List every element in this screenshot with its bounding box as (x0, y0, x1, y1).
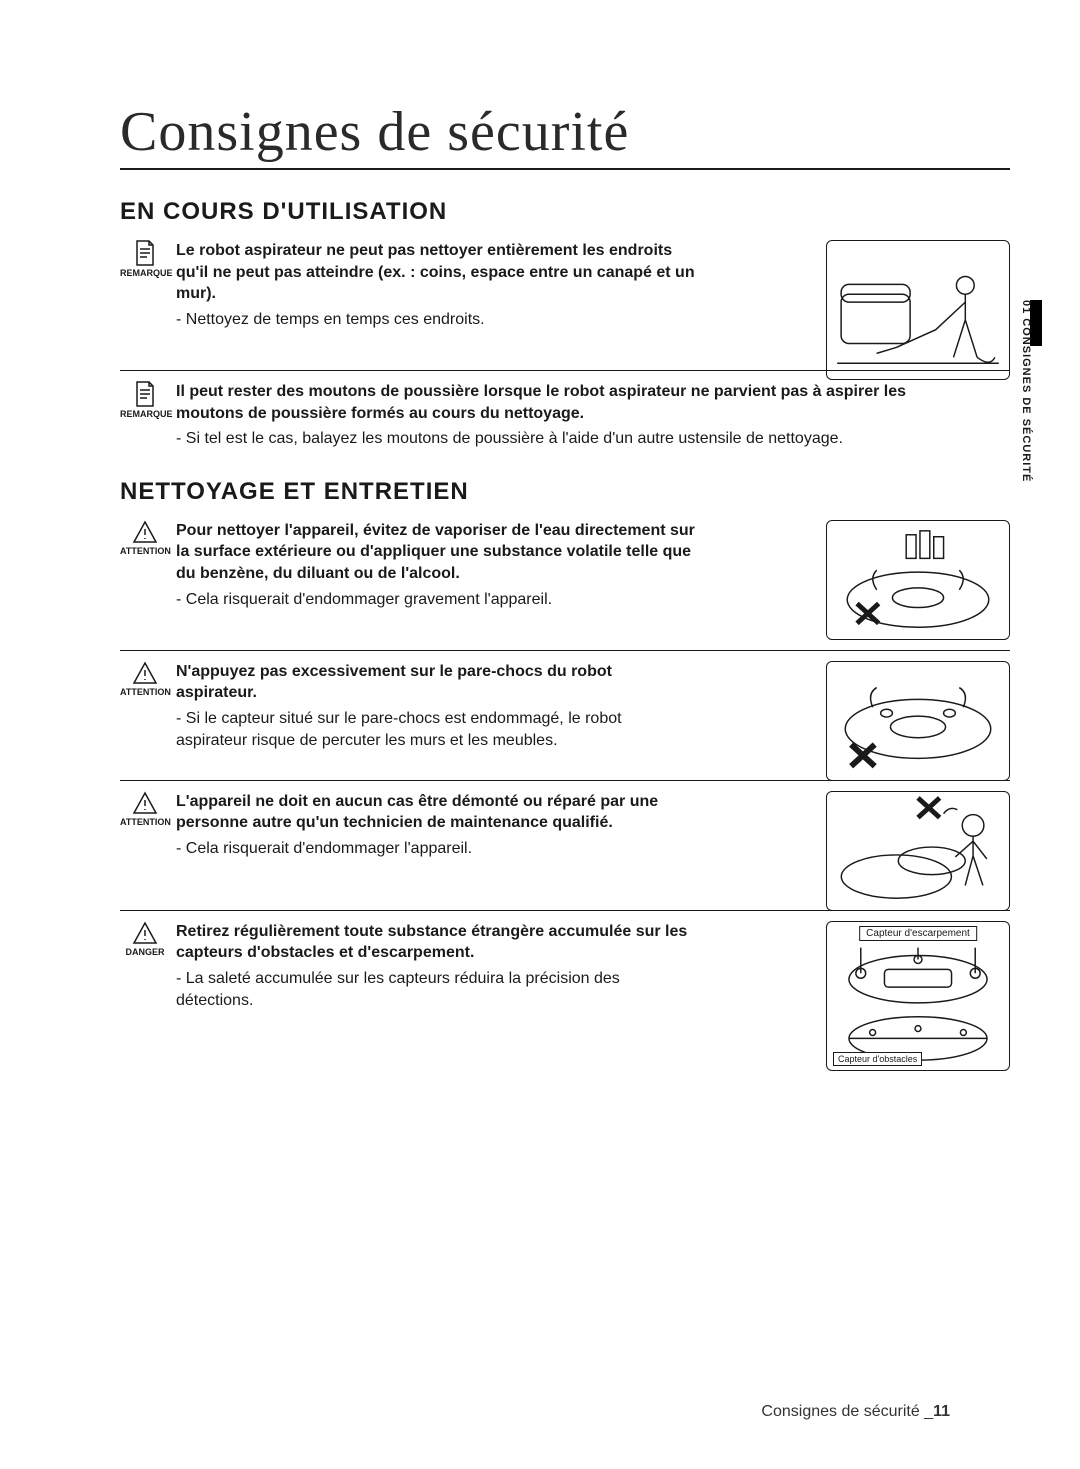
illus-label-cliff-sensor: Capteur d'escarpement (859, 926, 977, 941)
icon-col: REMARQUE (120, 381, 170, 419)
entry-usage-1: REMARQUE Il peut rester des moutons de p… (120, 370, 1010, 450)
entry-body: N'appuyez pas excessivement sur le pare-… (176, 661, 696, 751)
entry-text: Cela risquerait d'endommager l'appareil. (176, 838, 696, 860)
illustration-no-disassemble (826, 791, 1010, 911)
section-heading-maintenance: NETTOYAGE ET ENTRETIEN (120, 478, 1010, 506)
entry-title: N'appuyez pas excessivement sur le pare-… (176, 661, 696, 704)
icon-col: REMARQUE (120, 240, 170, 278)
danger-icon (132, 921, 158, 945)
side-tab-text: 01 CONSIGNES DE SÉCURITÉ (1020, 300, 1032, 482)
side-tab: 01 CONSIGNES DE SÉCURITÉ (1020, 300, 1042, 570)
illustration-no-spray (826, 520, 1010, 640)
entry-body: Retirez régulièrement toute substance ét… (176, 921, 696, 1011)
icon-label: DANGER (125, 947, 164, 957)
caution-icon (132, 791, 158, 815)
icon-col: DANGER (120, 921, 170, 957)
caution-icon (132, 661, 158, 685)
icon-label: ATTENTION (120, 546, 171, 556)
entry-text: Cela risquerait d'endommager gravement l… (176, 589, 696, 611)
entry-usage-0: REMARQUE Le robot aspirateur ne peut pas… (120, 240, 1010, 350)
entry-maint-3: DANGER Retirez régulièrement toute subst… (120, 910, 1010, 1060)
entry-title: Pour nettoyer l'appareil, évitez de vapo… (176, 520, 696, 585)
entry-body: Il peut rester des moutons de poussière … (176, 381, 916, 450)
entry-text: Si tel est le cas, balayez les moutons d… (176, 428, 916, 450)
illus-label-obstacle-sensor: Capteur d'obstacles (833, 1052, 922, 1066)
entry-title: L'appareil ne doit en aucun cas être dém… (176, 791, 696, 834)
icon-label: REMARQUE (120, 268, 173, 278)
icon-col: ATTENTION (120, 661, 170, 697)
icon-label: ATTENTION (120, 817, 171, 827)
section-heading-usage: EN COURS D'UTILISATION (120, 198, 1010, 226)
entry-text: Nettoyez de temps en temps ces endroits. (176, 309, 696, 331)
illustration-no-press (826, 661, 1010, 781)
illustration-manual-vacuum (826, 240, 1010, 380)
entry-title: Il peut rester des moutons de poussière … (176, 381, 916, 424)
icon-col: ATTENTION (120, 791, 170, 827)
footer-text: Consignes de sécurité _ (761, 1403, 933, 1420)
footer-page-number: 11 (933, 1403, 950, 1420)
illustration-sensors: Capteur d'escarpement Capteur d'obstacle… (826, 921, 1010, 1071)
entry-title: Le robot aspirateur ne peut pas nettoyer… (176, 240, 696, 305)
page-footer: Consignes de sécurité _11 (761, 1403, 950, 1421)
icon-label: REMARQUE (120, 409, 173, 419)
document-page: Consignes de sécurité EN COURS D'UTILISA… (0, 0, 1080, 1469)
entry-body: Pour nettoyer l'appareil, évitez de vapo… (176, 520, 696, 610)
icon-label: ATTENTION (120, 687, 171, 697)
note-icon (134, 381, 156, 407)
caution-icon (132, 520, 158, 544)
entry-title: Retirez régulièrement toute substance ét… (176, 921, 696, 964)
page-title: Consignes de sécurité (120, 100, 1010, 170)
entry-body: L'appareil ne doit en aucun cas être dém… (176, 791, 696, 860)
entry-maint-1: ATTENTION N'appuyez pas excessivement su… (120, 650, 1010, 760)
entry-maint-2: ATTENTION L'appareil ne doit en aucun ca… (120, 780, 1010, 890)
entry-text: Si le capteur situé sur le pare-chocs es… (176, 708, 696, 751)
entry-text: La saleté accumulée sur les capteurs réd… (176, 968, 696, 1011)
entry-maint-0: ATTENTION Pour nettoyer l'appareil, évit… (120, 520, 1010, 630)
note-icon (134, 240, 156, 266)
icon-col: ATTENTION (120, 520, 170, 556)
entry-body: Le robot aspirateur ne peut pas nettoyer… (176, 240, 696, 330)
